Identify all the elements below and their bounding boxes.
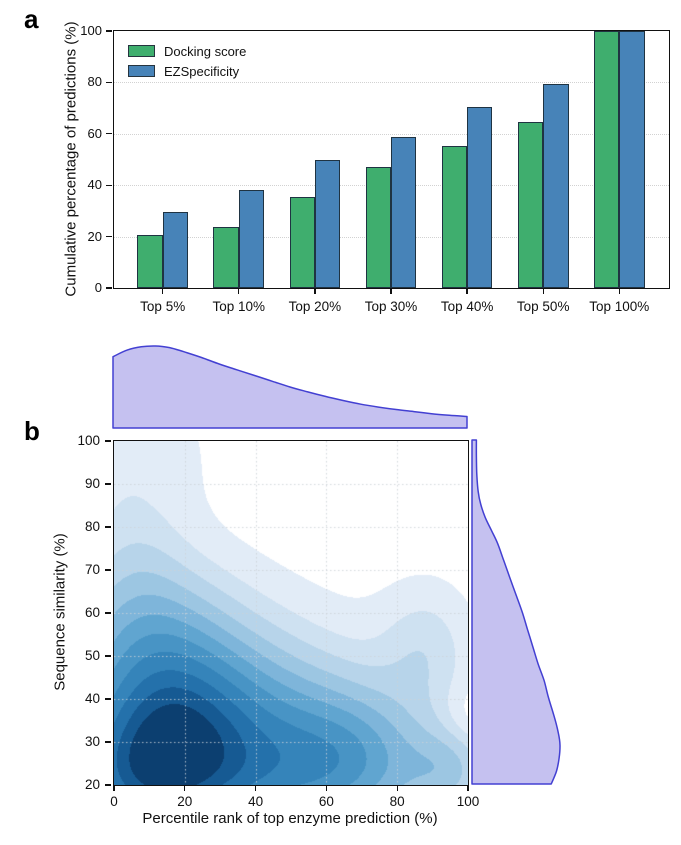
b-y-tick-60 — [105, 612, 112, 614]
b-y-tick-label-50: 50 — [84, 648, 100, 663]
b-x-tick-label-40: 40 — [248, 794, 264, 809]
y-tick-label-40: 40 — [87, 177, 102, 193]
b-y-tick-label-20: 20 — [84, 777, 100, 792]
bar-docking-score-6 — [593, 31, 620, 288]
x-tick-5 — [542, 288, 544, 294]
y-tick-label-80: 80 — [87, 74, 102, 90]
b-y-tick-90 — [105, 483, 112, 485]
b-x-tick-label-20: 20 — [177, 794, 193, 809]
panel-a-legend: Docking score EZSpecificity — [128, 41, 246, 81]
b-y-tick-label-100: 100 — [77, 433, 100, 448]
right-marginal-curve — [471, 439, 561, 785]
panel-b-top-marginal-density — [112, 345, 468, 429]
legend-entry-docking-score: Docking score — [128, 41, 246, 61]
b-y-tick-label-90: 90 — [84, 476, 100, 491]
y-tick-0 — [106, 287, 113, 289]
b-y-tick-50 — [105, 655, 112, 657]
bar-ezspecificity-3 — [391, 136, 417, 288]
panel-b-y-axis-label: Sequence similarity (%) — [51, 533, 69, 691]
panel-b-letter: b — [24, 416, 40, 446]
bar-ezspecificity-6 — [619, 31, 645, 288]
y-tick-100 — [106, 30, 113, 32]
b-x-tick-40 — [254, 785, 257, 791]
b-y-tick-70 — [105, 569, 112, 571]
panel-a-plot-area: Docking score EZSpecificity 0 20 40 60 80 100… — [80, 23, 670, 314]
bar-ezspecificity-0 — [162, 212, 189, 288]
b-x-tick-80 — [396, 785, 398, 791]
b-x-tick-0 — [113, 785, 115, 791]
panel-a-y-axis-label: Cumulative percentage of predictions (%) — [62, 21, 80, 297]
b-y-tick-40 — [105, 698, 112, 700]
b-x-tick-60 — [325, 785, 328, 791]
legend-swatch-ezspecificity — [128, 65, 155, 77]
b-y-tick-label-60: 60 — [84, 605, 100, 620]
bar-docking-score-5 — [517, 122, 544, 288]
gridline-y-60 — [114, 133, 669, 135]
b-x-tick-label-80: 80 — [389, 794, 405, 809]
y-tick-label-60: 60 — [87, 125, 102, 141]
b-x-tick-label-100: 100 — [456, 794, 480, 809]
x-tick-label-6: Top 100% — [589, 299, 650, 314]
b-x-tick-label-60: 60 — [318, 794, 334, 809]
y-tick-label-20: 20 — [87, 228, 102, 244]
x-tick-label-1: Top 10% — [212, 299, 266, 314]
kde-contour-canvas — [114, 441, 468, 785]
legend-label-ezspecificity: EZSpecificity — [164, 63, 240, 79]
legend-entry-ezspecificity: EZSpecificity — [128, 61, 246, 81]
bar-docking-score-3 — [365, 167, 391, 288]
b-y-tick-30 — [105, 741, 112, 743]
panel-b-plot-area: 100 90 80 70 60 50 40 30 20 0 20 40 60 80 100 — [77, 433, 479, 809]
panel-b-right-marginal-density — [471, 439, 561, 785]
y-tick-label-100: 100 — [80, 23, 102, 38]
x-tick-1 — [238, 288, 240, 294]
bar-ezspecificity-1 — [238, 189, 265, 288]
b-y-tick-label-70: 70 — [84, 562, 100, 577]
x-tick-4 — [466, 288, 468, 294]
x-tick-label-0: Top 5% — [140, 299, 186, 314]
y-tick-20 — [106, 235, 113, 238]
b-x-tick-100 — [467, 785, 469, 791]
legend-swatch-docking-score — [128, 45, 155, 57]
bar-docking-score-0 — [137, 235, 163, 288]
b-x-tick-label-0: 0 — [110, 794, 118, 809]
bar-docking-score-4 — [441, 145, 468, 288]
b-y-tick-80 — [105, 526, 112, 528]
bar-ezspecificity-5 — [543, 83, 569, 288]
b-y-tick-20 — [105, 784, 112, 786]
bar-ezspecificity-2 — [314, 160, 341, 288]
legend-label-docking-score: Docking score — [164, 43, 247, 59]
x-tick-label-4: Top 40% — [440, 299, 494, 314]
panel-a-letter: a — [24, 4, 39, 34]
b-y-tick-label-40: 40 — [84, 691, 100, 706]
y-tick-40 — [106, 184, 113, 186]
bar-ezspecificity-4 — [467, 106, 493, 288]
x-tick-2 — [314, 288, 316, 294]
y-tick-80 — [106, 81, 113, 84]
panel-b-x-axis-label: Percentile rank of top enzyme prediction… — [142, 810, 438, 827]
y-tick-60 — [106, 133, 113, 135]
x-tick-6 — [618, 288, 620, 294]
b-y-tick-100 — [105, 440, 112, 442]
bar-docking-score-1 — [213, 227, 239, 288]
y-tick-label-0: 0 — [94, 280, 102, 295]
x-tick-label-5: Top 50% — [516, 299, 570, 314]
gridline-y-80 — [114, 82, 669, 84]
b-y-tick-label-30: 30 — [84, 734, 100, 749]
x-tick-0 — [162, 288, 164, 294]
x-tick-3 — [390, 288, 392, 294]
x-tick-label-2: Top 20% — [288, 299, 342, 314]
bar-docking-score-2 — [289, 197, 315, 288]
top-marginal-curve — [112, 345, 468, 429]
b-y-tick-label-80: 80 — [84, 519, 100, 534]
b-x-tick-20 — [184, 785, 186, 791]
x-tick-label-3: Top 30% — [364, 299, 418, 314]
